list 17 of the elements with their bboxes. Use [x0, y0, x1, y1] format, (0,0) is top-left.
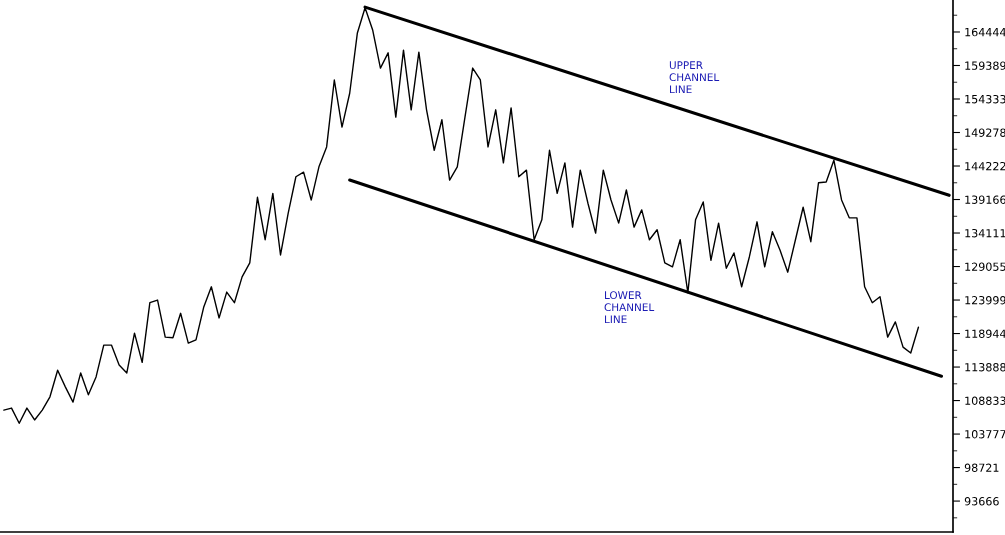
y-tick-label: 159389	[965, 61, 1005, 70]
y-tick-label: 118944	[965, 329, 1005, 338]
y-tick-label: 139166	[965, 195, 1005, 204]
y-tick-label: 113888	[965, 363, 1005, 372]
y-tick-label: 134111	[965, 229, 1005, 238]
y-tick-label: 129055	[965, 262, 1005, 271]
y-tick-label: 103777	[965, 430, 1005, 439]
annotation: LOWER CHANNEL LINE	[604, 291, 655, 324]
y-tick-label: 108833	[965, 396, 1005, 405]
y-tick-label: 93666	[964, 497, 999, 506]
y-tick-label: 164444	[965, 27, 1005, 37]
y-tick-label: 154333	[965, 94, 1005, 104]
y-tick-label: 144222	[965, 161, 1005, 171]
y-tick-label: 123999	[965, 296, 1005, 305]
y-tick-label: 149278	[965, 128, 1005, 137]
annotation: UPPER CHANNEL LINE	[669, 61, 720, 94]
y-tick-label: 98721	[964, 463, 999, 472]
